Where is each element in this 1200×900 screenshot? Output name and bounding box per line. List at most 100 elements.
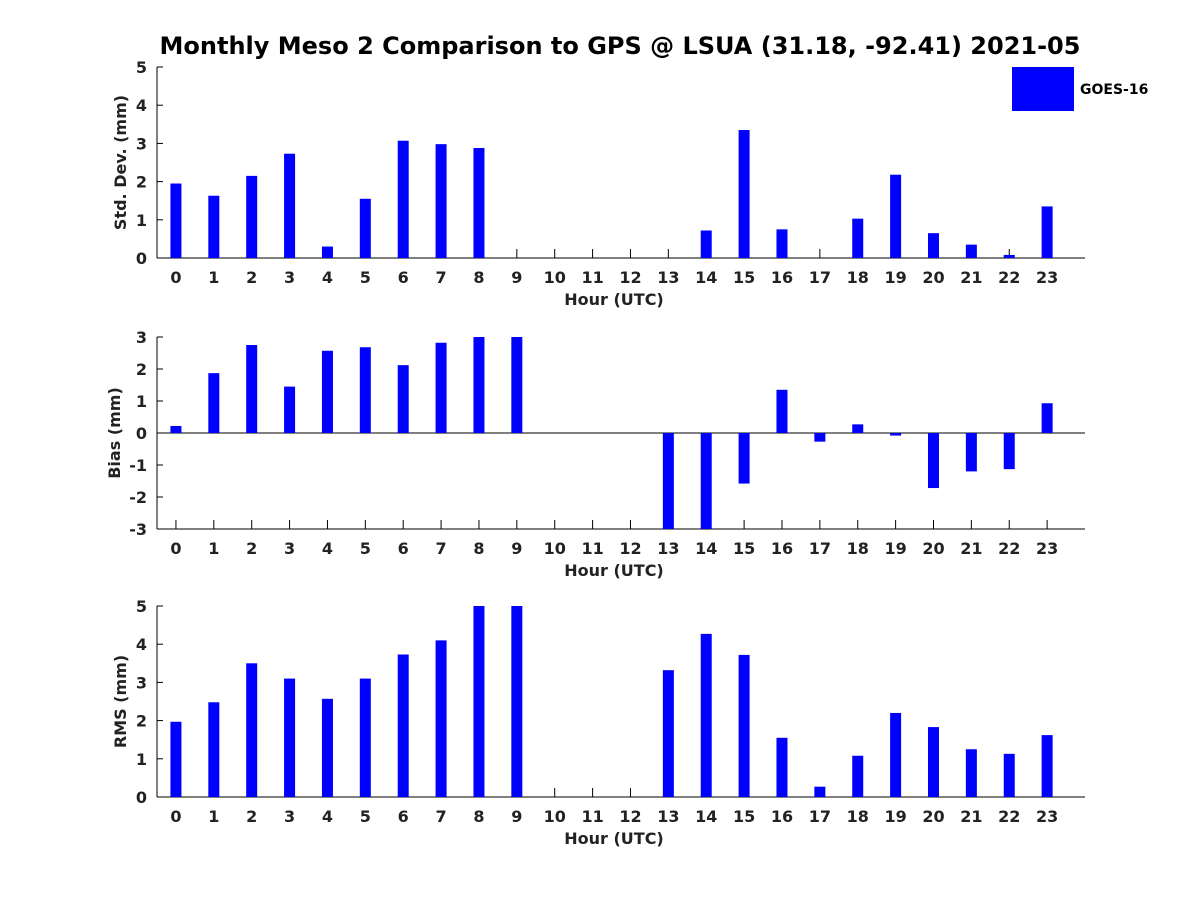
- bar-bias-4: [321, 350, 333, 433]
- bar-std-dev-3: [284, 153, 296, 258]
- legend-swatch: [1012, 67, 1074, 111]
- bar-bias-6: [397, 365, 409, 433]
- bar-bias-23: [1041, 403, 1053, 433]
- bar-rms-23: [1041, 735, 1053, 797]
- y-axis-label: Bias (mm): [105, 387, 124, 479]
- x-tick-label: 16: [771, 268, 793, 287]
- x-tick-label: 22: [998, 807, 1020, 826]
- x-tick-label: 12: [619, 807, 641, 826]
- y-tick-label: 4: [136, 635, 147, 654]
- bar-std-dev-7: [435, 144, 447, 258]
- x-tick-label: 10: [544, 807, 566, 826]
- x-tick-label: 5: [360, 807, 371, 826]
- x-tick-label: 22: [998, 539, 1020, 558]
- x-tick-label: 8: [473, 807, 484, 826]
- legend: GOES-16: [1012, 67, 1148, 111]
- x-tick-label: 23: [1036, 539, 1058, 558]
- x-tick-label: 15: [733, 539, 755, 558]
- bar-bias-8: [473, 337, 485, 433]
- x-tick-label: 0: [170, 539, 181, 558]
- x-tick-label: 23: [1036, 807, 1058, 826]
- x-tick-label: 1: [208, 268, 219, 287]
- bar-std-dev-6: [397, 140, 409, 258]
- x-tick-label: 7: [436, 539, 447, 558]
- x-tick-label: 8: [473, 539, 484, 558]
- bar-rms-0: [170, 721, 182, 797]
- x-tick-label: 5: [360, 268, 371, 287]
- bar-bias-0: [170, 425, 182, 433]
- x-tick-label: 12: [619, 539, 641, 558]
- y-tick-label: 0: [136, 249, 147, 268]
- x-tick-label: 11: [581, 539, 603, 558]
- y-tick-label: 5: [136, 58, 147, 77]
- x-tick-label: 11: [581, 807, 603, 826]
- y-tick-label: -3: [129, 520, 147, 539]
- bar-std-dev-19: [890, 174, 902, 258]
- bar-std-dev-23: [1041, 206, 1053, 258]
- x-tick-label: 6: [398, 539, 409, 558]
- y-tick-label: 3: [136, 328, 147, 347]
- y-axis-label: RMS (mm): [111, 655, 130, 748]
- bar-rms-19: [890, 712, 902, 797]
- bar-rms-21: [965, 749, 977, 797]
- x-tick-label: 4: [322, 539, 333, 558]
- y-axis-label: Std. Dev. (mm): [111, 95, 130, 230]
- bar-rms-1: [208, 702, 220, 797]
- x-tick-label: 9: [511, 807, 522, 826]
- x-tick-label: 11: [581, 268, 603, 287]
- bar-rms-9: [511, 606, 523, 797]
- x-tick-label: 12: [619, 268, 641, 287]
- x-tick-label: 3: [284, 807, 295, 826]
- bar-rms-17: [814, 786, 826, 797]
- y-tick-label: 0: [136, 788, 147, 807]
- x-tick-label: 20: [922, 807, 944, 826]
- x-tick-label: 18: [847, 268, 869, 287]
- x-tick-label: 2: [246, 268, 257, 287]
- bar-rms-15: [738, 654, 750, 797]
- y-tick-label: 1: [136, 392, 147, 411]
- x-tick-label: 0: [170, 807, 181, 826]
- x-tick-label: 19: [884, 807, 906, 826]
- x-tick-label: 6: [398, 807, 409, 826]
- bar-bias-16: [776, 389, 788, 433]
- bar-rms-16: [776, 737, 788, 797]
- bar-rms-8: [473, 606, 485, 797]
- bar-rms-3: [284, 678, 296, 797]
- x-tick-label: 10: [544, 268, 566, 287]
- x-tick-label: 17: [809, 539, 831, 558]
- bar-std-dev-8: [473, 147, 485, 258]
- y-tick-label: 2: [136, 712, 147, 731]
- y-tick-label: 2: [136, 173, 147, 192]
- x-tick-label: 0: [170, 268, 181, 287]
- y-tick-label: 5: [136, 597, 147, 616]
- bar-std-dev-15: [738, 130, 750, 258]
- y-tick-label: 1: [136, 750, 147, 769]
- x-tick-label: 17: [809, 807, 831, 826]
- bar-rms-13: [662, 670, 674, 797]
- bar-bias-1: [208, 373, 220, 433]
- x-tick-label: 15: [733, 807, 755, 826]
- bar-std-dev-1: [208, 195, 220, 258]
- bar-std-dev-2: [246, 175, 258, 258]
- bar-std-dev-16: [776, 229, 788, 258]
- x-tick-label: 8: [473, 268, 484, 287]
- bar-bias-21: [965, 433, 977, 472]
- bar-std-dev-0: [170, 183, 182, 258]
- x-tick-label: 10: [544, 539, 566, 558]
- x-tick-label: 23: [1036, 268, 1058, 287]
- bar-rms-18: [852, 755, 864, 797]
- bar-bias-5: [359, 347, 371, 433]
- x-axis-label: Hour (UTC): [564, 829, 664, 848]
- x-tick-label: 13: [657, 539, 679, 558]
- x-tick-label: 1: [208, 807, 219, 826]
- x-tick-label: 6: [398, 268, 409, 287]
- chart-title: Monthly Meso 2 Comparison to GPS @ LSUA …: [160, 32, 1081, 60]
- bar-bias-13: [662, 433, 674, 529]
- bar-bias-2: [246, 345, 258, 433]
- x-tick-label: 19: [884, 539, 906, 558]
- x-tick-label: 16: [771, 539, 793, 558]
- y-tick-label: 3: [136, 134, 147, 153]
- y-tick-label: 1: [136, 211, 147, 230]
